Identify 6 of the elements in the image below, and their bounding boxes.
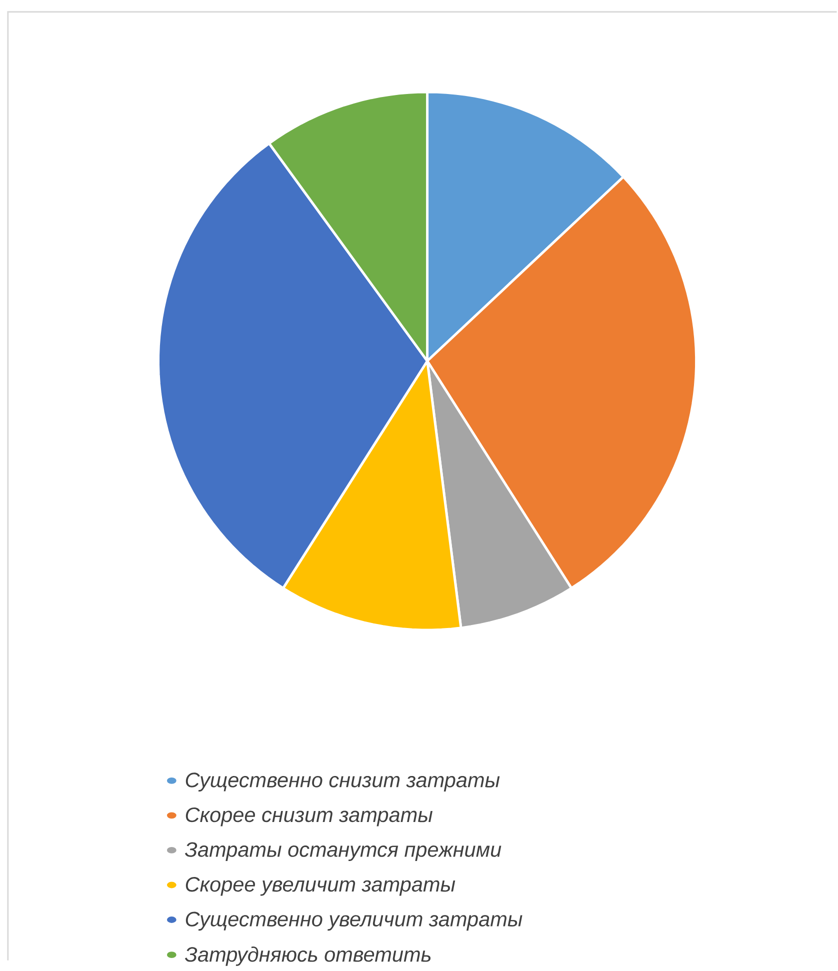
legend-label: Существенно снизит затраты: [186, 772, 500, 792]
legend-label: Затраты останутся прежними: [185, 842, 502, 862]
legend-label: Скорее снизит затраты: [186, 807, 433, 826]
legend-label: Затрудняюсь ответить: [185, 946, 431, 966]
legend-label: Существенно увеличит затраты: [186, 912, 523, 931]
legend-label: Скорее увеличит затраты: [186, 876, 456, 896]
